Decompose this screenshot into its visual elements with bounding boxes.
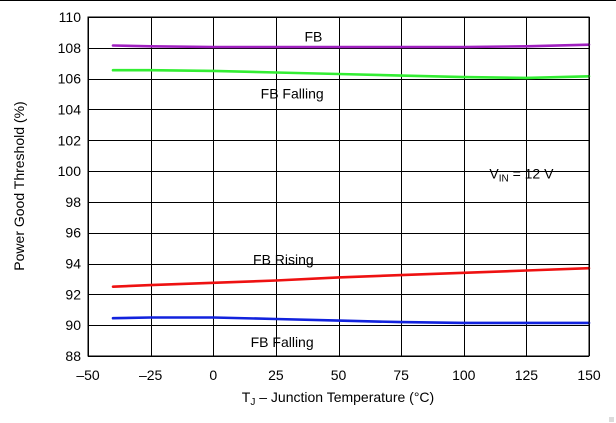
x-tick-label: 75 [393,367,409,383]
series-lines [111,43,591,325]
y-tick-label: 90 [65,317,81,333]
y-tick-label: 104 [58,101,82,117]
y-tick-label: 100 [58,163,82,179]
y-tick-label: 96 [65,225,81,241]
series-annotations: FB FB Falling FB Rising FB Falling [251,28,324,350]
plot-background [88,17,589,356]
corner-mark [609,417,614,422]
series-line [111,266,591,289]
y-axis-title: Power Good Threshold (%) [11,101,27,270]
x-tick-label: 125 [515,367,539,383]
x-tick-label: 25 [268,367,284,383]
series-line [111,68,591,80]
y-tick-label: 110 [59,9,82,25]
y-tick-label: 88 [65,348,81,364]
vin-subscript: IN [499,173,509,184]
series-annotation: FB Rising [253,252,314,268]
x-tick-label: 100 [452,367,476,383]
vin-suffix: = 12 V [509,165,554,181]
x-tick-label: –50 [76,367,100,383]
vin-condition-label: VIN = 12 V [489,165,554,184]
y-tick-label: 98 [65,194,81,210]
x-tick-label: 150 [577,367,601,383]
y-tick-label: 92 [65,286,81,302]
top-rule [0,0,616,1]
x-tick-labels: –50 –25 0 25 50 75 100 125 150 [76,367,601,383]
y-tick-label: 94 [65,256,81,272]
series-annotation: FB [305,28,323,44]
series-line [111,316,591,325]
series-annotation: FB Falling [251,334,314,350]
series-line [111,43,591,49]
vin-prefix: V [489,165,499,181]
y-tick-label: 102 [58,132,82,148]
y-tick-labels: 88 90 92 94 96 98 100 102 104 106 108 110 [58,9,82,364]
x-axis-title-rest: – Junction Temperature (°C) [255,389,434,405]
x-tick-label: 50 [331,367,347,383]
x-axis-title-subscript: J [250,397,255,408]
y-tick-label: 106 [58,71,82,87]
x-tick-label: –25 [139,367,163,383]
series-annotation: FB Falling [261,85,324,101]
x-tick-label: 0 [209,367,217,383]
x-axis-title-main: T [242,389,251,405]
plot-frame [87,16,590,357]
y-tick-label: 108 [58,40,82,56]
x-axis-title: TJ – Junction Temperature (°C) [242,389,434,408]
